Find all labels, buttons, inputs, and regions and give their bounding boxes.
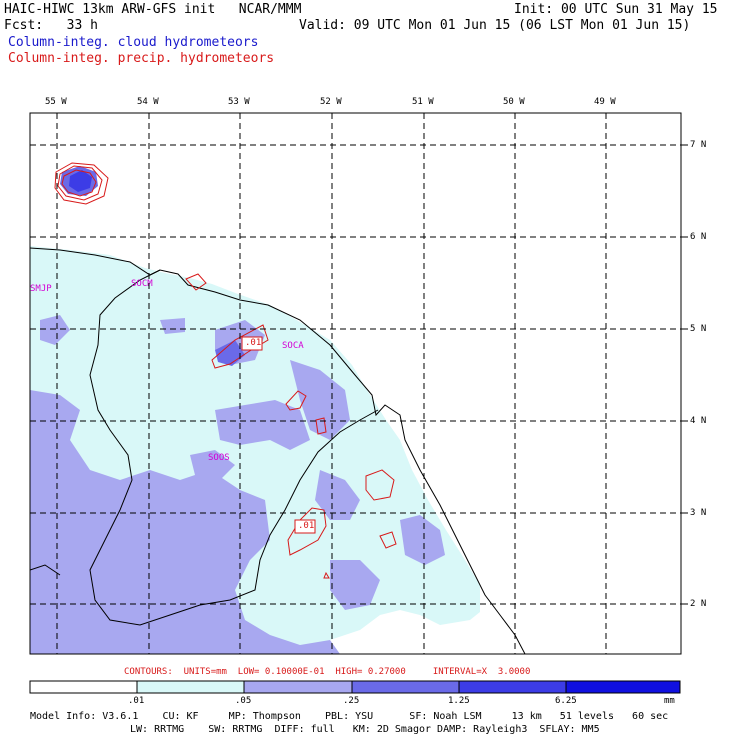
shaded-field	[30, 166, 480, 654]
lon-label-49w: 49 W	[594, 97, 616, 107]
model-info-line-1: Model Info: V3.6.1 CU: KF MP: Thompson P…	[30, 711, 669, 722]
station-soos: SOOS	[208, 453, 230, 463]
contour-label-box-2	[294, 519, 316, 534]
forecast-hour: Fcst: 33 h	[4, 18, 98, 33]
lat-label-7n: 7 N	[690, 140, 707, 150]
scale-label-01: .01	[128, 696, 145, 706]
station-smjp: SMJP	[30, 284, 52, 294]
contour-label-box-1	[241, 336, 263, 351]
init-time: Init: 00 UTC Sun 31 May 15	[514, 2, 718, 17]
run-title: HAIC-HIWC 13km ARW-GFS init NCAR/MMM	[4, 2, 302, 17]
station-socm: SOCM	[131, 279, 153, 289]
station-soca: SOCA	[282, 341, 304, 351]
scale-units: mm	[664, 696, 675, 706]
precip-contours	[54, 162, 397, 579]
cloud-shade-darker	[69, 170, 92, 192]
graticule	[30, 113, 681, 654]
lat-label-2n: 2 N	[690, 599, 707, 609]
lat-label-6n: 6 N	[690, 232, 707, 242]
lat-label-4n: 4 N	[690, 416, 707, 426]
lon-label-54w: 54 W	[137, 97, 159, 107]
lat-label-3n: 3 N	[690, 508, 707, 518]
scale-label-05: .05	[235, 696, 252, 706]
scale-label-25: .25	[343, 696, 360, 706]
field-cloud-label: Column-integ. cloud hydrometeors	[8, 35, 259, 50]
lat-label-5n: 5 N	[690, 324, 707, 334]
coastline-borders	[30, 247, 526, 654]
model-info-line-2: LW: RRTMG SW: RRTMG DIFF: full KM: 2D Sm…	[130, 724, 600, 735]
field-precip-label: Column-integ. precip. hydrometeors	[8, 51, 275, 66]
scale-label-625: 6.25	[555, 696, 577, 706]
lon-label-52w: 52 W	[320, 97, 342, 107]
map-frame	[29, 112, 682, 655]
lon-label-53w: 53 W	[228, 97, 250, 107]
scale-label-125: 1.25	[448, 696, 470, 706]
lon-label-50w: 50 W	[503, 97, 525, 107]
contour-label-1: .01	[245, 338, 262, 348]
valid-time: Valid: 09 UTC Mon 01 Jun 15 (06 LST Mon …	[299, 18, 691, 33]
lon-label-51w: 51 W	[412, 97, 434, 107]
color-scale-bar	[29, 680, 681, 694]
contour-label-2: .01	[298, 521, 315, 531]
cloud-shade-medium	[30, 315, 445, 654]
contours-info: CONTOURS: UNITS=mm LOW= 0.10000E-01 HIGH…	[124, 667, 531, 677]
lat-ticks	[681, 144, 688, 605]
lon-label-55w: 55 W	[45, 97, 67, 107]
